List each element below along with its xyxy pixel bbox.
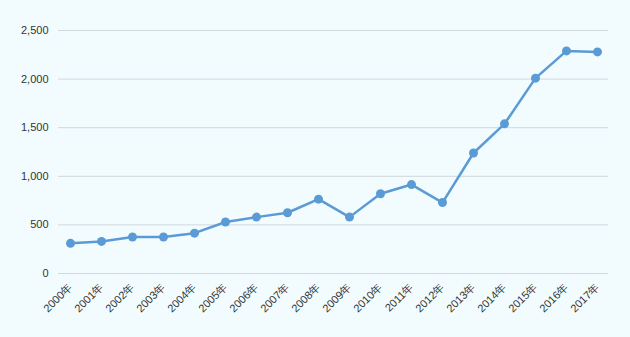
svg-text:2004年: 2004年 <box>165 281 199 315</box>
svg-text:2013年: 2013年 <box>444 281 478 315</box>
svg-text:500: 500 <box>30 218 48 230</box>
svg-text:2007年: 2007年 <box>258 281 292 315</box>
svg-text:2008年: 2008年 <box>289 281 323 315</box>
svg-text:1,000: 1,000 <box>21 170 49 182</box>
svg-text:2005年: 2005年 <box>196 281 230 315</box>
svg-text:2,000: 2,000 <box>21 73 49 85</box>
svg-text:2015年: 2015年 <box>506 281 540 315</box>
svg-text:2006年: 2006年 <box>227 281 261 315</box>
svg-text:1,500: 1,500 <box>21 121 49 133</box>
svg-text:2009年: 2009年 <box>320 281 354 315</box>
svg-text:2,500: 2,500 <box>21 24 49 36</box>
svg-text:2017年: 2017年 <box>568 281 602 315</box>
svg-text:2003年: 2003年 <box>134 281 168 315</box>
svg-text:2016年: 2016年 <box>537 281 571 315</box>
svg-text:0: 0 <box>42 267 48 279</box>
svg-text:2010年: 2010年 <box>351 281 385 315</box>
svg-text:2001年: 2001年 <box>72 281 106 315</box>
svg-text:2011年: 2011年 <box>382 281 415 314</box>
svg-text:2000年: 2000年 <box>41 281 75 315</box>
svg-text:2014年: 2014年 <box>475 281 509 315</box>
svg-text:2002年: 2002年 <box>103 281 137 315</box>
svg-text:2012年: 2012年 <box>413 281 447 315</box>
